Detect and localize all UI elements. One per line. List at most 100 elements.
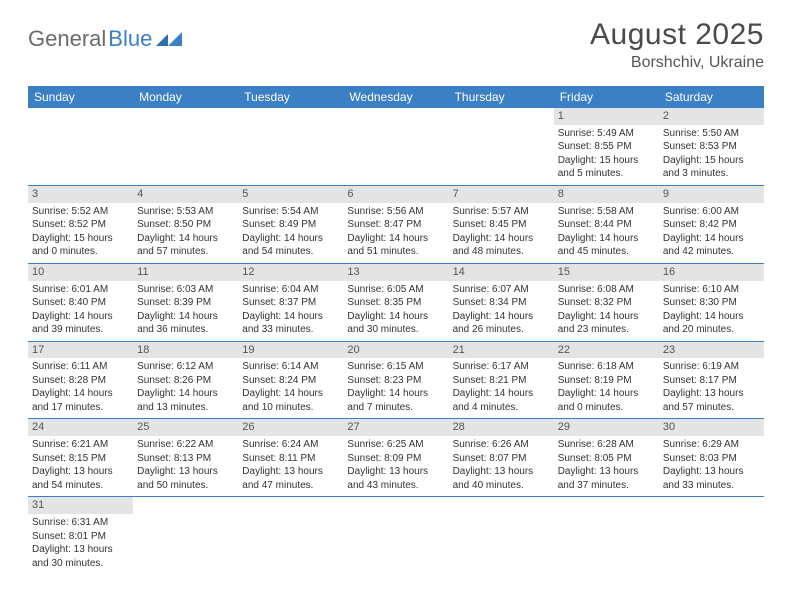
day-number: 28 [449,419,554,436]
weekday-header: Wednesday [343,86,448,108]
sunrise-text: Sunrise: 6:14 AM [242,360,339,374]
day-number: 16 [659,264,764,281]
daylight-text: Daylight: 14 hours and 17 minutes. [32,387,129,414]
day-number: 17 [28,342,133,359]
daylight-text: Daylight: 14 hours and 39 minutes. [32,310,129,337]
sunrise-text: Sunrise: 6:21 AM [32,438,129,452]
day-cell: 8Sunrise: 5:58 AMSunset: 8:44 PMDaylight… [554,186,659,263]
daylight-text: Daylight: 14 hours and 30 minutes. [347,310,444,337]
day-cell [238,108,343,185]
day-cell: 12Sunrise: 6:04 AMSunset: 8:37 PMDayligh… [238,264,343,341]
sunset-text: Sunset: 8:40 PM [32,296,129,310]
sunset-text: Sunset: 8:03 PM [663,452,760,466]
day-cell [133,497,238,574]
day-cell: 4Sunrise: 5:53 AMSunset: 8:50 PMDaylight… [133,186,238,263]
day-number: 12 [238,264,343,281]
sunset-text: Sunset: 8:07 PM [453,452,550,466]
day-details: Sunrise: 6:18 AMSunset: 8:19 PMDaylight:… [554,358,659,418]
day-details: Sunrise: 6:03 AMSunset: 8:39 PMDaylight:… [133,281,238,341]
day-details: Sunrise: 6:17 AMSunset: 8:21 PMDaylight:… [449,358,554,418]
day-details: Sunrise: 6:11 AMSunset: 8:28 PMDaylight:… [28,358,133,418]
sunset-text: Sunset: 8:47 PM [347,218,444,232]
sunrise-text: Sunrise: 6:31 AM [32,516,129,530]
day-number: 30 [659,419,764,436]
day-details: Sunrise: 6:22 AMSunset: 8:13 PMDaylight:… [133,436,238,496]
sunrise-text: Sunrise: 6:22 AM [137,438,234,452]
day-cell: 31Sunrise: 6:31 AMSunset: 8:01 PMDayligh… [28,497,133,574]
sunrise-text: Sunrise: 6:01 AM [32,283,129,297]
sunset-text: Sunset: 8:34 PM [453,296,550,310]
sunrise-text: Sunrise: 5:56 AM [347,205,444,219]
week-row: 31Sunrise: 6:31 AMSunset: 8:01 PMDayligh… [28,497,764,574]
day-cell [343,108,448,185]
day-cell: 1Sunrise: 5:49 AMSunset: 8:55 PMDaylight… [554,108,659,185]
day-number: 11 [133,264,238,281]
sunset-text: Sunset: 8:44 PM [558,218,655,232]
day-cell: 30Sunrise: 6:29 AMSunset: 8:03 PMDayligh… [659,419,764,496]
day-cell: 6Sunrise: 5:56 AMSunset: 8:47 PMDaylight… [343,186,448,263]
day-cell: 2Sunrise: 5:50 AMSunset: 8:53 PMDaylight… [659,108,764,185]
weekday-header: Monday [133,86,238,108]
day-details: Sunrise: 6:08 AMSunset: 8:32 PMDaylight:… [554,281,659,341]
week-row: 24Sunrise: 6:21 AMSunset: 8:15 PMDayligh… [28,419,764,497]
day-cell [449,108,554,185]
weekday-header: Saturday [659,86,764,108]
daylight-text: Daylight: 14 hours and 45 minutes. [558,232,655,259]
day-cell: 14Sunrise: 6:07 AMSunset: 8:34 PMDayligh… [449,264,554,341]
sunset-text: Sunset: 8:30 PM [663,296,760,310]
day-number: 14 [449,264,554,281]
daylight-text: Daylight: 14 hours and 36 minutes. [137,310,234,337]
day-cell: 19Sunrise: 6:14 AMSunset: 8:24 PMDayligh… [238,342,343,419]
day-details: Sunrise: 6:12 AMSunset: 8:26 PMDaylight:… [133,358,238,418]
sunset-text: Sunset: 8:11 PM [242,452,339,466]
sunrise-text: Sunrise: 5:54 AM [242,205,339,219]
sunset-text: Sunset: 8:23 PM [347,374,444,388]
day-details: Sunrise: 6:31 AMSunset: 8:01 PMDaylight:… [28,514,133,574]
day-cell: 26Sunrise: 6:24 AMSunset: 8:11 PMDayligh… [238,419,343,496]
sunrise-text: Sunrise: 6:18 AM [558,360,655,374]
day-number: 21 [449,342,554,359]
day-cell: 11Sunrise: 6:03 AMSunset: 8:39 PMDayligh… [133,264,238,341]
sunrise-text: Sunrise: 6:29 AM [663,438,760,452]
day-details: Sunrise: 6:07 AMSunset: 8:34 PMDaylight:… [449,281,554,341]
week-row: 3Sunrise: 5:52 AMSunset: 8:52 PMDaylight… [28,186,764,264]
day-number: 3 [28,186,133,203]
daylight-text: Daylight: 15 hours and 5 minutes. [558,154,655,181]
sunrise-text: Sunrise: 5:57 AM [453,205,550,219]
day-number: 2 [659,108,764,125]
day-number: 22 [554,342,659,359]
daylight-text: Daylight: 13 hours and 47 minutes. [242,465,339,492]
sunrise-text: Sunrise: 5:58 AM [558,205,655,219]
sunset-text: Sunset: 8:19 PM [558,374,655,388]
sunset-text: Sunset: 8:53 PM [663,140,760,154]
sunset-text: Sunset: 8:42 PM [663,218,760,232]
sunset-text: Sunset: 8:28 PM [32,374,129,388]
flag-icon [156,28,182,44]
page-header: GeneralBlue August 2025 Borshchiv, Ukrai… [0,0,792,80]
day-cell [343,497,448,574]
daylight-text: Daylight: 13 hours and 57 minutes. [663,387,760,414]
sunset-text: Sunset: 8:32 PM [558,296,655,310]
weekday-header: Tuesday [238,86,343,108]
daylight-text: Daylight: 14 hours and 20 minutes. [663,310,760,337]
day-number: 31 [28,497,133,514]
sunrise-text: Sunrise: 6:25 AM [347,438,444,452]
sunset-text: Sunset: 8:24 PM [242,374,339,388]
sunset-text: Sunset: 8:15 PM [32,452,129,466]
day-cell: 17Sunrise: 6:11 AMSunset: 8:28 PMDayligh… [28,342,133,419]
sunrise-text: Sunrise: 6:28 AM [558,438,655,452]
sunrise-text: Sunrise: 5:49 AM [558,127,655,141]
day-details: Sunrise: 6:14 AMSunset: 8:24 PMDaylight:… [238,358,343,418]
weekday-header-row: Sunday Monday Tuesday Wednesday Thursday… [28,86,764,108]
day-cell: 25Sunrise: 6:22 AMSunset: 8:13 PMDayligh… [133,419,238,496]
day-number: 13 [343,264,448,281]
day-cell: 7Sunrise: 5:57 AMSunset: 8:45 PMDaylight… [449,186,554,263]
sunset-text: Sunset: 8:45 PM [453,218,550,232]
day-number: 1 [554,108,659,125]
day-number: 15 [554,264,659,281]
day-cell [28,108,133,185]
weekday-header: Sunday [28,86,133,108]
day-cell: 16Sunrise: 6:10 AMSunset: 8:30 PMDayligh… [659,264,764,341]
title-block: August 2025 Borshchiv, Ukraine [590,18,764,72]
sunset-text: Sunset: 8:05 PM [558,452,655,466]
